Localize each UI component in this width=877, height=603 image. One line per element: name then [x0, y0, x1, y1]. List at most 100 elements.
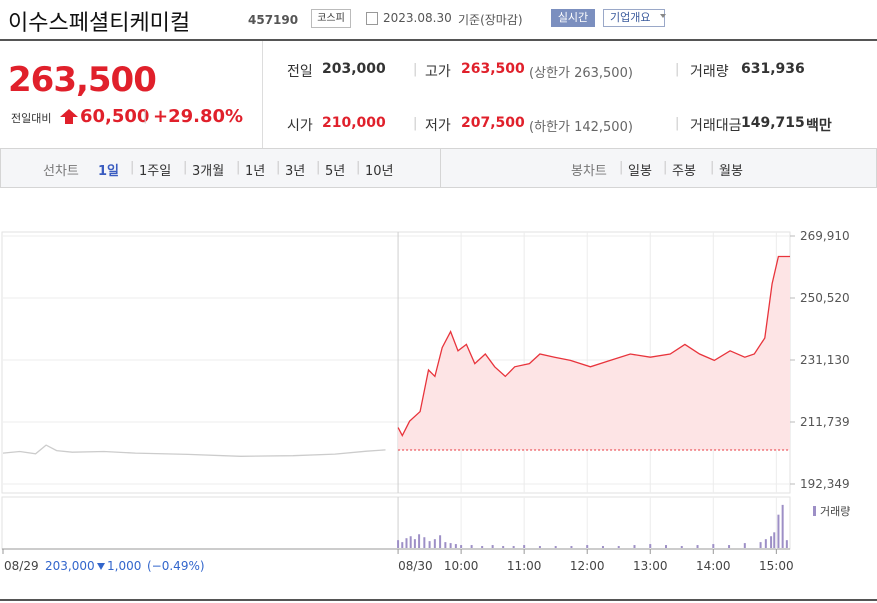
stat-value: 203,000: [322, 61, 386, 77]
candle-tab[interactable]: 주봉: [672, 164, 696, 179]
separator: |: [675, 116, 680, 131]
separator: |: [675, 62, 680, 77]
volume-bar: [538, 546, 541, 548]
volume-bar: [405, 538, 408, 548]
stat-label: 거래대금: [690, 118, 742, 134]
y-tick-label: 211,739: [800, 415, 850, 429]
volume-bar: [785, 540, 788, 548]
calendar-icon: [366, 12, 378, 25]
period-tab[interactable]: 1일: [98, 164, 120, 179]
period-tab[interactable]: 1년: [245, 164, 266, 179]
separator: |: [236, 160, 241, 175]
x-tick-label: 11:00: [507, 559, 542, 573]
x-tick-label: 08/29: [4, 559, 39, 573]
price-area: [398, 256, 790, 450]
volume-bar: [770, 536, 773, 548]
stat-label: 고가: [425, 64, 451, 80]
stat-value: 207,500: [461, 115, 525, 131]
chart: 269,910 250,520 231,130 211,739 192,349 08/29…: [0, 229, 877, 601]
change-label: 전일대비: [11, 112, 52, 125]
tab-bar: [0, 148, 877, 188]
separator: |: [316, 160, 321, 175]
volume-bar: [777, 514, 780, 548]
volume-bar: [712, 544, 715, 548]
separator: |: [356, 160, 361, 175]
tab-divider: [440, 149, 441, 187]
separator: |: [413, 116, 418, 131]
stat-label: 거래량: [690, 64, 729, 80]
volume-bar: [470, 545, 473, 548]
stat-label: 시가: [287, 118, 313, 134]
candle-tab[interactable]: 일봉: [628, 164, 652, 179]
dropdown-arrow: [660, 14, 666, 18]
volume-bar: [649, 544, 652, 548]
tab-group-label: 봉차트: [571, 164, 607, 179]
x-tick-label: 15:00: [759, 559, 794, 573]
separator: |: [183, 160, 188, 175]
candle-tab[interactable]: 월봉: [719, 164, 743, 179]
x-tick-label: 12:00: [570, 559, 605, 573]
volume-panel: [1, 496, 791, 550]
period-tab[interactable]: 1주일: [139, 164, 172, 179]
change-value: 60,500: [80, 106, 150, 127]
stat-unit: 백만: [806, 118, 832, 134]
stat-label: 전일: [287, 64, 313, 80]
current-price: 263,500: [8, 60, 157, 100]
footer-prev-close: 203,000: [45, 559, 95, 573]
stock-name: 이수스페셜티케미컬: [8, 11, 191, 36]
period-tab[interactable]: 3개월: [192, 164, 225, 179]
tab-group-label: 선차트: [43, 164, 79, 179]
separator: |: [143, 109, 148, 124]
volume-bar: [481, 546, 484, 548]
y-tick-label: 192,349: [800, 477, 850, 491]
date: 2023.08.30: [383, 11, 452, 25]
volume-bar: [460, 545, 463, 548]
period-tab[interactable]: 5년: [325, 164, 346, 179]
price-line: [397, 255, 790, 438]
x-tick-label: 14:00: [696, 559, 731, 573]
market-badge: 코스피: [311, 9, 351, 28]
x-tick-label: 10:00: [444, 559, 479, 573]
volume-bar: [449, 543, 452, 548]
up-arrow: [60, 109, 78, 124]
volume-bar: [444, 542, 447, 548]
volume-bar: [401, 542, 404, 548]
separator: |: [130, 160, 135, 175]
volume-bar: [502, 546, 505, 548]
volume-bar: [409, 536, 412, 548]
volume-bar: [680, 546, 683, 548]
volume-bar: [633, 545, 636, 548]
stat-value: 263,500: [461, 61, 525, 77]
volume-bar: [433, 539, 436, 548]
volume-bar: [781, 504, 784, 548]
volume-bar: [728, 545, 731, 548]
period-tab[interactable]: 3년: [285, 164, 306, 179]
legend-swatch: [813, 506, 816, 516]
price-line: [2, 444, 386, 457]
volume-bar: [743, 543, 746, 548]
stat-value: 149,715: [741, 115, 805, 131]
realtime-button[interactable]: 실시간: [551, 9, 595, 27]
volume-bar: [454, 544, 457, 548]
volume-bar: [696, 545, 699, 548]
stat-value: 631,936: [741, 61, 805, 77]
company-button[interactable]: 기업개요: [603, 9, 665, 27]
x-tick-label: 08/30: [398, 559, 433, 573]
period-tab[interactable]: 10년: [365, 164, 394, 179]
volume-bar: [586, 545, 589, 548]
x-tick-label: 13:00: [633, 559, 668, 573]
volume-bar: [601, 546, 604, 548]
separator: |: [276, 160, 281, 175]
down-arrow: [97, 563, 105, 570]
y-tick-label: 250,520: [800, 291, 850, 305]
change-pct: +29.80%: [153, 106, 244, 127]
volume-bar: [764, 539, 767, 548]
separator: |: [663, 160, 668, 175]
separator: |: [710, 160, 715, 175]
volume-bar: [759, 542, 762, 548]
volume-bar: [665, 545, 668, 548]
volume-bar: [523, 545, 526, 548]
volume-bar: [439, 535, 442, 548]
volume-bar: [617, 546, 620, 548]
stat-note: (상한가 263,500): [529, 66, 633, 81]
